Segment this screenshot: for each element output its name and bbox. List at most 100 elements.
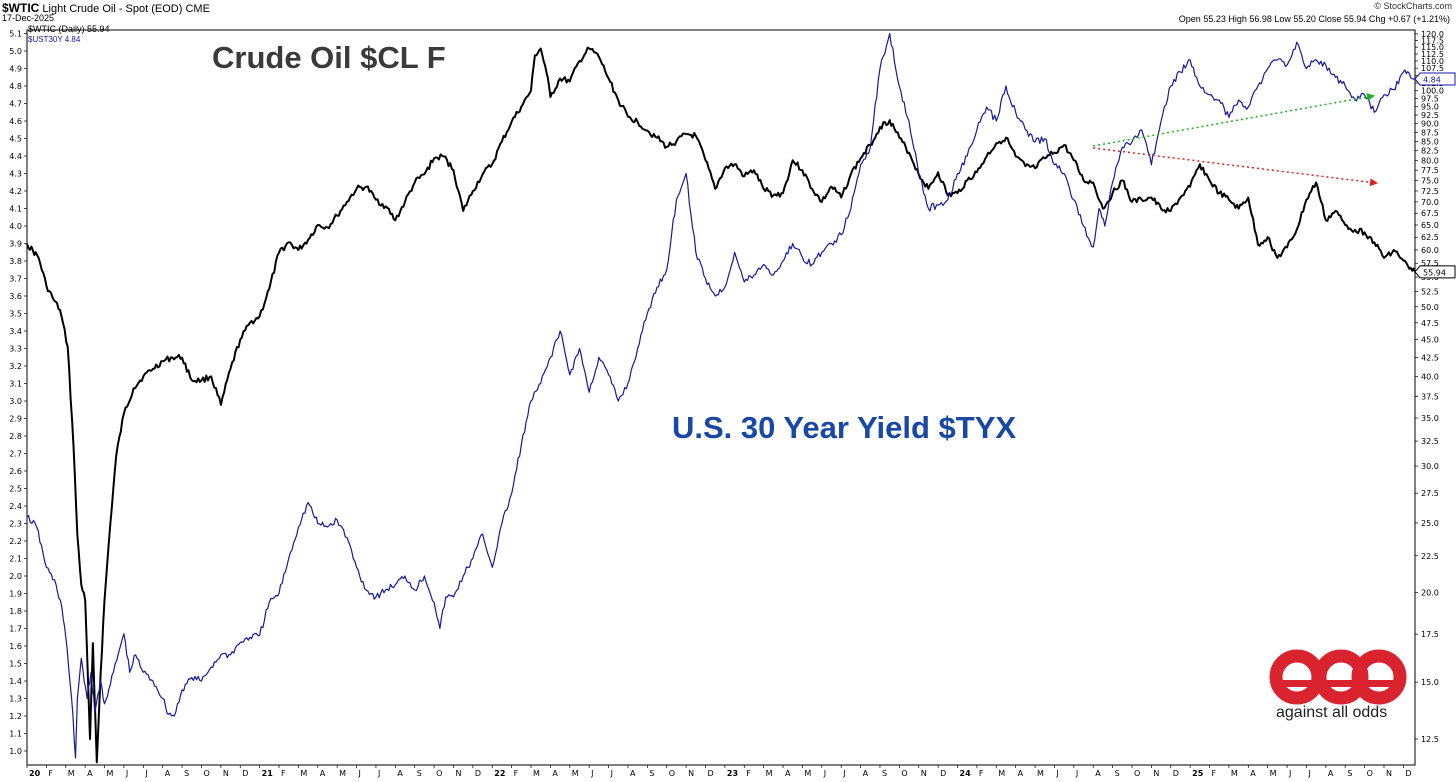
x-tick-label: N (223, 769, 229, 778)
y-left-tick-label: 1.9 (9, 590, 22, 599)
y-left-tick-label: 2.0 (9, 572, 22, 581)
x-tick-label: M (572, 769, 579, 778)
x-tick-label: D (242, 769, 248, 778)
y-right-tick-label: 87.5 (1421, 128, 1439, 137)
y-right-tick-label: 50.0 (1421, 303, 1439, 312)
y-left-tick-label: 3.4 (9, 327, 22, 336)
y-left-tick-label: 2.7 (9, 450, 22, 459)
x-tick-label: M (998, 769, 1005, 778)
legend-tyx: $UST30Y 4.84 (28, 35, 81, 44)
oil-last-tag: 55.94 (1414, 265, 1456, 279)
symbol-description: Light Crude Oil - Spot (EOD) (42, 3, 183, 15)
trend-arrows (1093, 93, 1378, 187)
x-tick-label: D (475, 769, 481, 778)
x-tick-label: A (1250, 769, 1256, 778)
x-tick-label: J (125, 769, 128, 778)
y-left-tick-label: 2.4 (9, 502, 22, 511)
y-left-tick-label: 4.0 (9, 222, 22, 231)
x-tick-label: D (1405, 769, 1411, 778)
y-right-tick-label: 60.0 (1421, 246, 1439, 255)
y-left-tick-label: 1.0 (9, 747, 22, 756)
x-tick-label: J (1288, 769, 1291, 778)
y-left-tick-label: 2.5 (9, 485, 22, 494)
y-right-tick-label: 30.0 (1421, 462, 1439, 471)
y-right-tick-label: 45.0 (1421, 336, 1439, 345)
x-tick-label: M (804, 769, 811, 778)
x-tick-label: F (281, 769, 286, 778)
y-left-tick-label: 4.3 (9, 170, 22, 179)
symbol-name: $WTIC (2, 1, 40, 15)
tyx-last-tag-label: 4.84 (1423, 76, 1441, 85)
plot-frame (26, 29, 1416, 766)
x-tick-label: F (1212, 769, 1217, 778)
ohlc-readout: Open 55.23 High 56.98 Low 55.20 Close 55… (1178, 14, 1450, 24)
x-tick-label: 21 (262, 769, 274, 778)
y-axis-right: 120.0117.5115.0112.5110.0107.5105.0102.5… (1415, 30, 1444, 744)
y-right-tick-label: 15.0 (1421, 678, 1439, 687)
brand-name: against all odds (1276, 704, 1388, 721)
x-tick-label: F (746, 769, 751, 778)
x-tick-label: 24 (960, 769, 972, 778)
y-left-tick-label: 4.6 (9, 117, 22, 126)
plot-border (26, 29, 1416, 766)
x-tick-label: M (300, 769, 307, 778)
y-left-tick-label: 1.2 (9, 712, 22, 721)
x-tick-label: M (766, 769, 773, 778)
logo-bar (1276, 680, 1400, 687)
y-right-tick-label: 27.5 (1421, 489, 1439, 498)
y-left-tick-label: 4.9 (9, 65, 22, 74)
x-tick-label: S (417, 769, 422, 778)
y-left-tick-label: 4.2 (9, 187, 22, 196)
tyx-series-line (26, 32, 1416, 759)
x-tick-label: A (87, 769, 93, 778)
x-tick-label: 23 (727, 769, 738, 778)
x-tick-label: A (630, 769, 636, 778)
y-right-tick-label: 110.0 (1421, 57, 1444, 66)
y-right-tick-label: 57.5 (1421, 259, 1439, 268)
y-left-tick-label: 1.8 (9, 607, 22, 616)
y-right-tick-label: 47.5 (1421, 319, 1439, 328)
x-tick-label: A (165, 769, 171, 778)
x-tick-label: 20 (29, 769, 41, 778)
x-tick-label: A (785, 769, 791, 778)
x-tick-label: J (1075, 769, 1078, 778)
x-tick-label: F (979, 769, 984, 778)
x-tick-label: A (1018, 769, 1024, 778)
y-right-tick-label: 70.0 (1421, 198, 1439, 207)
x-tick-label: N (688, 769, 694, 778)
y-left-tick-label: 2.1 (9, 555, 22, 564)
y-left-tick-label: 1.7 (9, 625, 22, 634)
x-tick-label: F (48, 769, 53, 778)
x-tick-label: N (455, 769, 461, 778)
x-tick-label: M (339, 769, 346, 778)
y-right-tick-label: 120.0 (1421, 30, 1444, 39)
y-right-tick-label: 22.5 (1421, 552, 1439, 561)
x-tick-label: A (1095, 769, 1101, 778)
y-left-tick-label: 2.3 (9, 520, 22, 529)
y-left-tick-label: 2.6 (9, 467, 22, 476)
y-right-tick-label: 90.0 (1421, 120, 1439, 129)
x-tick-label: A (1328, 769, 1334, 778)
logo-ring (1351, 649, 1407, 705)
x-tick-label: O (901, 769, 907, 778)
y-left-tick-label: 3.7 (9, 275, 22, 284)
y-right-tick-label: 32.5 (1421, 437, 1439, 446)
x-axis: 20 F M A M J J A S O N D 21 F M A M J J A S O N D 22 F M A M J J A S O N D 2… (26, 765, 1412, 778)
tyx-title: U.S. 30 Year Yield $TYX (672, 410, 1017, 445)
y-left-tick-label: 3.3 (9, 345, 22, 354)
tyx-last-tag: 4.84 (1414, 72, 1456, 86)
y-right-tick-label: 82.5 (1421, 147, 1439, 156)
y-left-tick-label: 3.8 (9, 257, 22, 266)
x-tick-label: O (436, 769, 442, 778)
x-tick-label: J (1055, 769, 1058, 778)
y-right-tick-label: 97.5 (1421, 95, 1439, 104)
oil-title: Crude Oil $CL F (212, 40, 446, 75)
y-right-tick-label: 100.0 (1421, 87, 1444, 96)
y-right-tick-label: 65.0 (1421, 221, 1439, 230)
stockcharts-credit: © StockCharts.com (1374, 1, 1452, 11)
x-tick-label: M (1270, 769, 1277, 778)
oil-series-line (26, 46, 1416, 764)
x-tick-label: O (669, 769, 675, 778)
